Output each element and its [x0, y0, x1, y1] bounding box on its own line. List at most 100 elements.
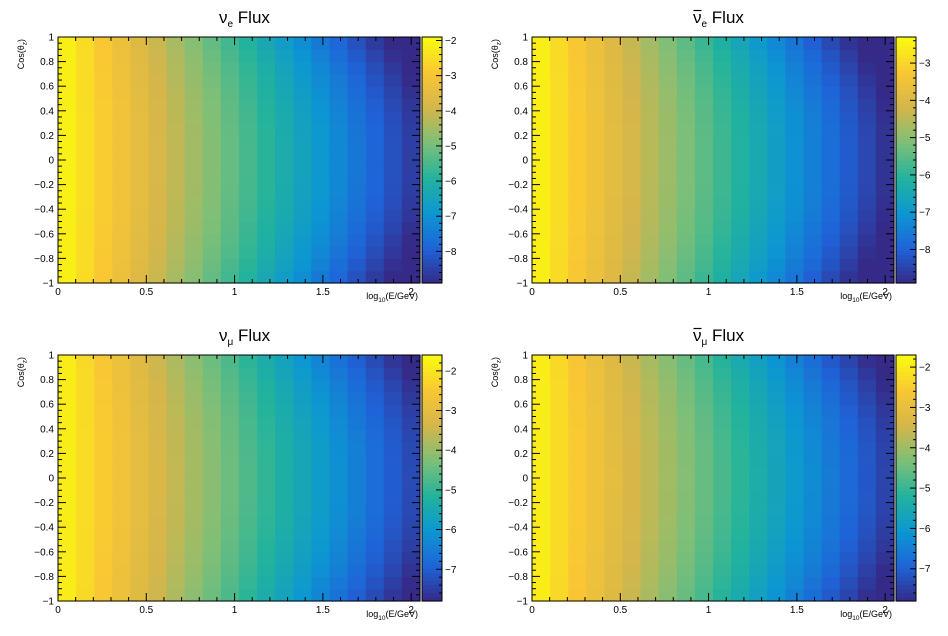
heatmap-cell: [202, 73, 222, 87]
heatmap-cell: [166, 453, 186, 467]
heatmap-cell: [713, 110, 732, 124]
heatmap-cell: [857, 502, 877, 516]
heatmap-cell: [365, 367, 385, 381]
heatmap-cell: [401, 246, 421, 259]
heatmap-cell: [329, 539, 349, 553]
color-bar-tick-label: −2: [445, 36, 457, 47]
color-bar-segment: [422, 359, 442, 364]
heatmap-cell: [658, 391, 678, 405]
heatmap-cell: [640, 514, 660, 528]
heatmap-cell: [166, 270, 186, 284]
heatmap-cell: [58, 564, 77, 577]
heatmap-cell: [640, 576, 660, 590]
heatmap-cell: [532, 49, 551, 63]
heatmap-cell: [257, 367, 276, 381]
heatmap-cell: [875, 490, 895, 504]
heatmap-cell: [347, 564, 367, 577]
heatmap-cell: [532, 196, 551, 210]
heatmap-cell: [257, 160, 276, 173]
color-bar-segment: [896, 473, 916, 479]
heatmap-cell: [821, 490, 841, 504]
heatmap-cell: [622, 270, 642, 284]
heatmap-cell: [658, 221, 678, 235]
heatmap-cell: [257, 221, 276, 235]
heatmap-cell: [347, 453, 367, 467]
heatmap-cell: [166, 123, 186, 136]
heatmap-cell: [749, 37, 768, 50]
heatmap-cell: [148, 209, 168, 223]
heatmap-cell: [220, 172, 240, 186]
heatmap-cell: [821, 184, 841, 198]
color-bar-segment: [896, 523, 916, 528]
y-tick-label: 0: [48, 474, 54, 485]
heatmap-cell: [622, 135, 642, 149]
heatmap-cell: [622, 391, 642, 405]
color-bar-segment: [896, 379, 916, 385]
heatmap-cell: [293, 355, 312, 368]
x-tick-label: 1.5: [790, 605, 804, 616]
heatmap-cell: [857, 416, 877, 430]
heatmap-cell: [365, 37, 385, 50]
heatmap-cell: [58, 367, 77, 381]
color-bar-segment: [896, 576, 916, 582]
heatmap-cell: [586, 367, 605, 381]
color-bar-segment: [896, 155, 916, 161]
heatmap-cell: [821, 465, 841, 479]
heatmap-cell: [239, 379, 258, 393]
heatmap-cell: [640, 270, 660, 284]
heatmap-cell: [713, 379, 732, 393]
heatmap-cell: [731, 37, 750, 50]
heatmap-cell: [275, 404, 294, 418]
heatmap-cell: [329, 379, 349, 393]
heatmap-cell: [857, 49, 877, 63]
heatmap-cell: [586, 246, 605, 259]
color-bar-segment: [422, 449, 442, 454]
color-bar-segment: [896, 449, 916, 454]
heatmap-cell: [202, 196, 222, 210]
color-bar-segment: [896, 494, 916, 500]
color-bar-segment: [422, 82, 442, 87]
heatmap-cell: [94, 135, 113, 149]
heatmap-cell: [239, 465, 258, 479]
color-bar-tick-label: −4: [445, 106, 457, 117]
heatmap-cell: [749, 428, 768, 442]
y-tick-label: −0.2: [508, 180, 528, 191]
heatmap-cell: [767, 110, 786, 124]
color-bar-tick-label: −5: [919, 484, 931, 495]
heatmap-cell: [130, 379, 150, 393]
heatmap-cell: [713, 539, 732, 553]
heatmap-cell: [365, 160, 385, 173]
color-bar-segment: [422, 176, 442, 182]
heatmap-cell: [839, 221, 859, 235]
heatmap-cell: [749, 221, 768, 235]
heatmap-cell: [257, 258, 276, 272]
heatmap-cell: [676, 355, 696, 368]
heatmap-cell: [220, 233, 240, 247]
heatmap-cell: [568, 514, 587, 528]
heatmap-cell: [749, 270, 768, 284]
heatmap-cell: [550, 258, 569, 272]
heatmap-cell: [94, 73, 113, 87]
heatmap-cell: [731, 172, 750, 186]
heatmap-cell: [803, 379, 823, 393]
heatmap-cell: [767, 61, 786, 75]
heatmap-cell: [857, 391, 877, 405]
heatmap-cell: [568, 184, 587, 198]
heatmap-cell: [76, 441, 95, 454]
heatmap-cell: [604, 564, 624, 577]
color-bar-segment: [896, 408, 916, 413]
heatmap-cell: [550, 367, 569, 381]
heatmap-cell: [130, 416, 150, 430]
x-tick-label: 2: [408, 605, 414, 616]
heatmap-cell: [767, 37, 786, 50]
heatmap-cell: [694, 86, 714, 100]
heatmap-cell: [329, 98, 349, 112]
heatmap-cell: [821, 37, 841, 50]
heatmap-cell: [532, 246, 551, 259]
heatmap-cell: [550, 564, 569, 577]
heatmap-cell: [749, 391, 768, 405]
heatmap-cell: [94, 576, 113, 590]
heatmap-cell: [311, 258, 331, 272]
color-bar-segment: [896, 217, 916, 223]
heatmap-cell: [94, 184, 113, 198]
